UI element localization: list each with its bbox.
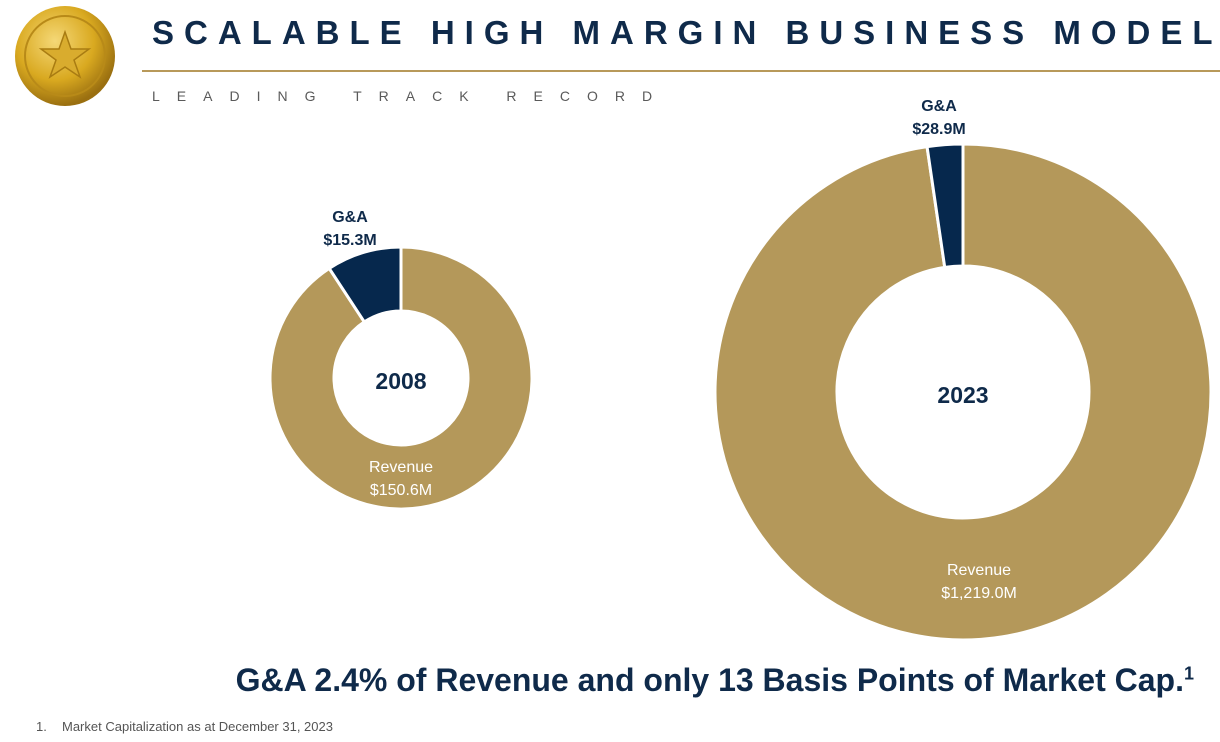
footnote-marker: 1 [1183,663,1194,684]
donut-slice-g-a-2023 [925,142,965,270]
footnote: 1. Market Capitalization as at December 3… [36,719,333,734]
headline: G&A 2.4% of Revenue and only 13 Basis Po… [236,662,1194,699]
slice-value-label-g-a-2023: $28.9M [912,121,965,138]
slice-name-label-revenue-2008: Revenue [369,459,433,476]
headline-text: G&A 2.4% of Revenue and only 13 Basis Po… [235,662,1184,698]
donut-center-label-2008: 2008 [375,368,426,394]
slice-name-label-g-a-2008: G&A [332,209,368,226]
footnote-number: 1. [36,719,47,734]
donut-slice-g-a-2008 [327,245,403,325]
donut-center-label-2023: 2023 [937,382,988,408]
page-subtitle: LEADING TRACK RECORD [152,88,670,104]
slice-value-label-revenue-2008: $150.6M [370,482,432,499]
slice-name-label-g-a-2023: G&A [921,98,957,115]
slice-value-label-revenue-2023: $1,219.0M [941,585,1017,602]
gold-coin-star-icon [15,6,115,106]
slice-value-label-g-a-2008: $15.3M [323,232,376,249]
title-divider [142,70,1220,72]
slice-name-label-revenue-2023: Revenue [947,562,1011,579]
donut-slice-revenue-2008 [268,245,534,511]
footnote-text: Market Capitalization as at December 31,… [62,719,333,734]
page-title: SCALABLE HIGH MARGIN BUSINESS MODEL [152,14,1220,51]
donut-slice-revenue-2023 [713,142,1213,642]
